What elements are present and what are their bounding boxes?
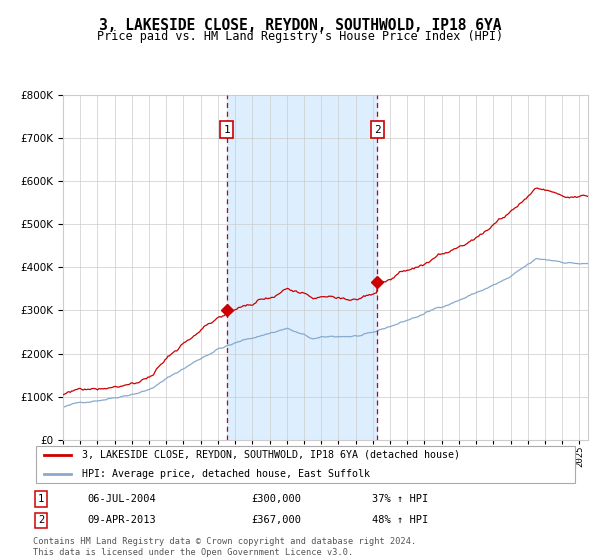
Text: 37% ↑ HPI: 37% ↑ HPI [371, 494, 428, 504]
FancyBboxPatch shape [36, 446, 575, 483]
Text: 48% ↑ HPI: 48% ↑ HPI [371, 515, 428, 525]
Text: 09-APR-2013: 09-APR-2013 [88, 515, 157, 525]
Text: 06-JUL-2004: 06-JUL-2004 [88, 494, 157, 504]
Text: Price paid vs. HM Land Registry's House Price Index (HPI): Price paid vs. HM Land Registry's House … [97, 30, 503, 43]
Text: £300,000: £300,000 [251, 494, 301, 504]
Text: £367,000: £367,000 [251, 515, 301, 525]
Text: 3, LAKESIDE CLOSE, REYDON, SOUTHWOLD, IP18 6YA (detached house): 3, LAKESIDE CLOSE, REYDON, SOUTHWOLD, IP… [82, 450, 460, 460]
Text: 1: 1 [38, 494, 44, 504]
Bar [227, 95, 377, 440]
Text: HPI: Average price, detached house, East Suffolk: HPI: Average price, detached house, East… [82, 469, 370, 478]
Text: Contains HM Land Registry data © Crown copyright and database right 2024.
This d: Contains HM Land Registry data © Crown c… [33, 538, 416, 557]
Text: 2: 2 [374, 125, 381, 134]
Text: 1: 1 [223, 125, 230, 134]
Text: 2: 2 [38, 515, 44, 525]
Text: 3, LAKESIDE CLOSE, REYDON, SOUTHWOLD, IP18 6YA: 3, LAKESIDE CLOSE, REYDON, SOUTHWOLD, IP… [99, 18, 501, 32]
